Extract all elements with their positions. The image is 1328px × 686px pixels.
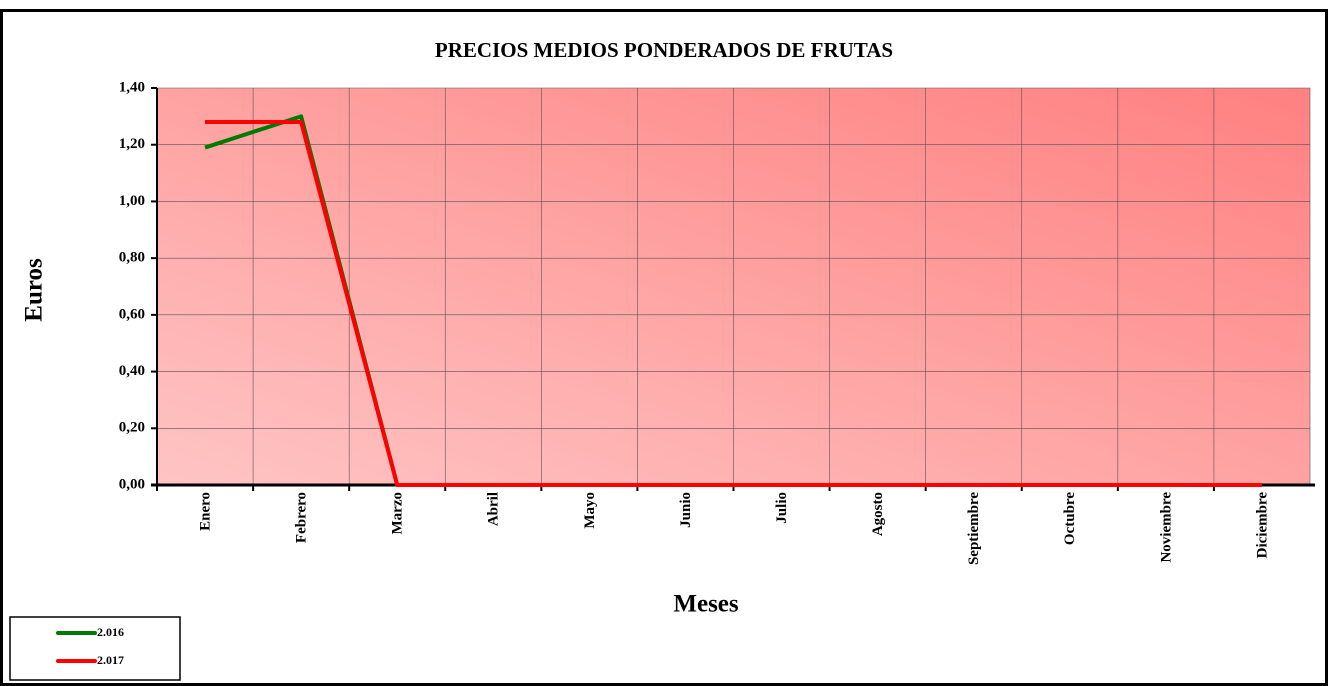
legend	[9, 616, 181, 681]
x-tick-label: Diciembre	[1254, 492, 1270, 559]
x-tick-label: Marzo	[390, 492, 406, 534]
x-tick-label: Junio	[678, 492, 694, 528]
x-axis-label: Meses	[673, 591, 739, 618]
chart-title: PRECIOS MEDIOS PONDERADOS DE FRUTAS	[435, 38, 893, 62]
y-tick-label: 1,00	[119, 193, 145, 209]
x-tick-label: Abril	[486, 492, 502, 526]
x-tick-label: Mayo	[582, 492, 598, 529]
y-tick-label: 0,40	[119, 363, 145, 379]
x-tick-label: Enero	[197, 492, 213, 531]
y-tick-label: 0,60	[119, 306, 145, 322]
y-axis-label: Euros	[21, 258, 48, 322]
x-tick-label: Noviembre	[1158, 492, 1174, 563]
x-tick-label: Febrero	[294, 492, 310, 543]
x-tick-label: Septiembre	[966, 492, 982, 565]
y-tick-label: 0,80	[119, 250, 145, 266]
y-tick-label: 1,40	[119, 79, 145, 95]
x-tick-label: Octubre	[1062, 492, 1078, 545]
legend-label: 2.016	[97, 625, 124, 639]
y-tick-label: 1,20	[119, 136, 145, 152]
x-tick-label: Agosto	[870, 492, 886, 536]
x-tick-label: Julio	[774, 492, 790, 524]
series-line	[205, 120, 1262, 487]
legend-label: 2.017	[97, 653, 124, 667]
y-tick-label: 0,00	[119, 476, 145, 492]
y-tick-label: 0,20	[119, 420, 145, 436]
